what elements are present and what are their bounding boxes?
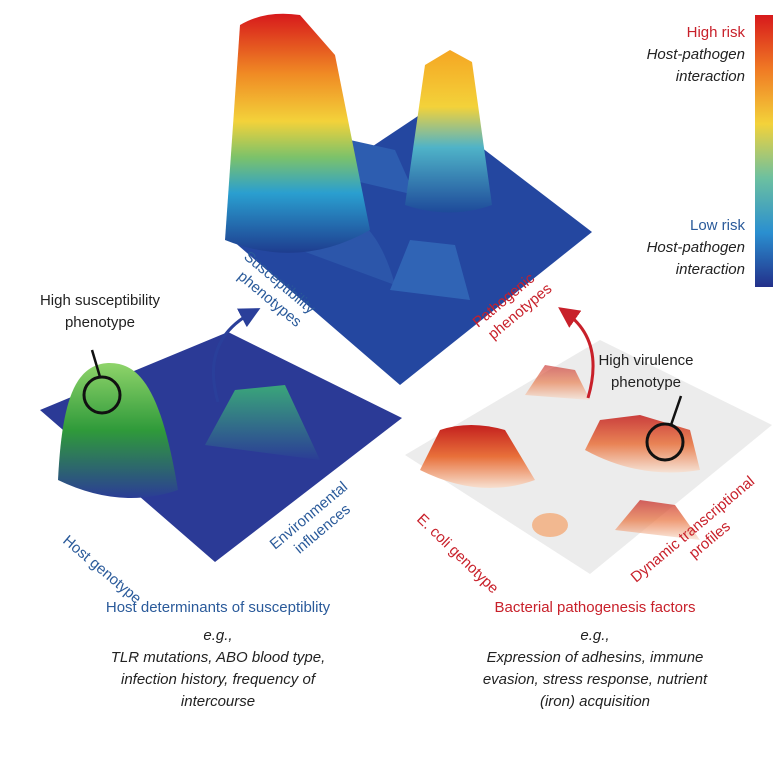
axis-label: Host genotype [59,532,144,607]
legend-line: interaction [676,68,745,85]
host-surface [40,332,402,562]
caption-title: Host determinants of susceptiblity [106,599,331,616]
figure: High risk Host-pathogen interaction Low … [0,0,774,767]
callout: High susceptibility [40,292,161,309]
axis-label: E. coli genotype [413,511,502,597]
caption-title: Bacterial pathogenesis factors [495,599,696,616]
caption-eg: e.g., [580,627,609,644]
caption-line: evasion, stress response, nutrient [483,671,708,688]
caption-line: Expression of adhesins, immune [487,649,704,666]
callout: phenotype [611,374,681,391]
legend-line: Host-pathogen [647,239,745,256]
legend-title: High risk [687,24,746,41]
caption-eg: e.g., [203,627,232,644]
callout: phenotype [65,314,135,331]
caption-line: (iron) acquisition [540,693,650,710]
axis-label: E. coli genotype [413,511,502,597]
axis-label: Host genotype [59,532,144,607]
colorbar [755,15,773,287]
legend-line: Host-pathogen [647,46,745,63]
susceptibility-surface [225,14,592,385]
caption-line: TLR mutations, ABO blood type, [111,649,326,666]
caption-line: infection history, frequency of [121,671,317,688]
callout: High virulence [598,352,693,369]
legend-title: Low risk [690,217,746,234]
legend-line: interaction [676,261,745,278]
caption-line: intercourse [181,693,255,710]
